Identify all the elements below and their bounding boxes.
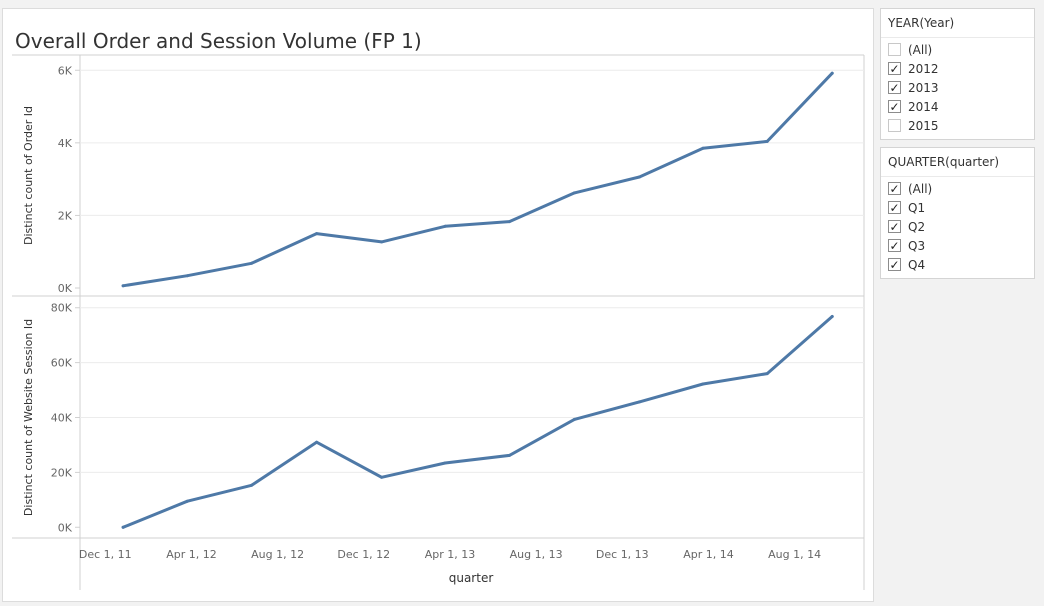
y-tick-label: 20K [51,466,73,479]
y-tick-label: 60K [51,357,73,370]
y-tick-label: 0K [58,282,73,295]
quarter-filter-item[interactable]: ✓ Q2 [881,217,1034,236]
year-filter-item[interactable]: ✓ 2012 [881,59,1034,78]
data-point [185,274,189,278]
data-point [572,191,576,195]
x-tick-label: Apr 1, 14 [683,548,734,561]
checkbox-checked-icon[interactable]: ✓ [888,257,901,272]
y-axis-title: Distinct count of Order Id [22,106,35,245]
x-tick-label: Dec 1, 11 [79,548,132,561]
data-point [250,261,254,265]
checkbox-unchecked-icon[interactable] [888,119,901,132]
data-point [121,284,125,288]
quarter-filter-card: QUARTER(quarter) ✓ (All) ✓ Q1 ✓ Q2 ✓ Q3 ✓ Q4 [880,147,1035,279]
x-tick-label: Aug 1, 13 [510,548,563,561]
checkbox-checked-icon[interactable]: ✓ [888,238,901,253]
chart-title: Overall Order and Session Volume (FP 1) [15,29,422,53]
data-point [701,146,705,150]
data-point [572,417,576,421]
series-line [121,315,834,529]
year-filter-item-label: 2014 [908,99,939,114]
x-tick-label: Dec 1, 12 [337,548,390,561]
checkbox-unchecked-icon[interactable] [888,43,901,56]
quarter-filter-title: QUARTER(quarter) [881,148,1034,177]
data-point [637,400,641,404]
x-axis-title: quarter [449,571,494,585]
quarter-filter-item[interactable]: ✓ Q4 [881,255,1034,274]
x-tick-label: Dec 1, 13 [596,548,649,561]
data-point [830,71,834,75]
year-filter-item-label: 2012 [908,61,939,76]
data-point [443,224,447,228]
quarter-filter-item-label: Q3 [908,238,926,253]
data-point [637,175,641,179]
year-filter-list: (All) ✓ 2012 ✓ 2013 ✓ 2014 2015 [881,38,1034,139]
data-point [507,453,511,457]
year-filter-item[interactable]: ✓ 2014 [881,97,1034,116]
data-point [765,139,769,143]
checkbox-checked-icon[interactable]: ✓ [888,181,901,196]
x-tick-label: Aug 1, 12 [251,548,304,561]
year-filter-card: YEAR(Year) (All) ✓ 2012 ✓ 2013 ✓ 2014 2015 [880,8,1035,140]
checkbox-checked-icon[interactable]: ✓ [888,99,901,114]
x-tick-label: Apr 1, 12 [166,548,217,561]
viz-container: Overall Order and Session Volume (FP 1) [2,8,874,602]
data-point [830,315,834,318]
quarter-filter-item[interactable]: ✓ Q3 [881,236,1034,255]
year-filter-item-label: (All) [908,42,933,57]
y-axis-title: Distinct count of Website Session Id [22,319,35,516]
y-tick-label: 0K [58,521,73,534]
quarter-filter-item[interactable]: ✓ Q1 [881,198,1034,217]
y-tick-label: 6K [58,64,73,77]
year-filter-item[interactable]: (All) [881,40,1034,59]
data-point [507,220,511,224]
quarter-filter-item-label: Q2 [908,219,926,234]
data-point [185,499,189,503]
quarter-filter-item-label: Q1 [908,200,926,215]
data-point [121,525,125,529]
data-point [380,475,384,479]
quarter-filter-list: ✓ (All) ✓ Q1 ✓ Q2 ✓ Q3 ✓ Q4 [881,177,1034,278]
y-tick-label: 80K [51,302,73,315]
checkbox-checked-icon[interactable]: ✓ [888,219,901,234]
quarter-filter-item-label: Q4 [908,257,926,272]
data-point [765,372,769,376]
data-point [250,483,254,487]
checkbox-checked-icon[interactable]: ✓ [888,61,901,76]
data-point [380,240,384,244]
year-filter-item-label: 2015 [908,118,939,133]
y-tick-label: 2K [58,209,73,222]
data-point [701,382,705,386]
x-tick-label: Aug 1, 14 [768,548,821,561]
year-filter-title: YEAR(Year) [881,9,1034,38]
year-filter-item-label: 2013 [908,80,939,95]
checkbox-checked-icon[interactable]: ✓ [888,80,901,95]
y-tick-label: 40K [51,412,73,425]
y-tick-label: 4K [58,137,73,150]
data-point [315,440,319,444]
checkbox-checked-icon[interactable]: ✓ [888,200,901,215]
x-tick-label: Apr 1, 13 [425,548,476,561]
data-point [443,461,447,465]
data-point [315,232,319,236]
year-filter-item[interactable]: 2015 [881,116,1034,135]
series-line [121,71,834,288]
quarter-filter-item-label: (All) [908,181,933,196]
year-filter-item[interactable]: ✓ 2013 [881,78,1034,97]
quarter-filter-item[interactable]: ✓ (All) [881,179,1034,198]
